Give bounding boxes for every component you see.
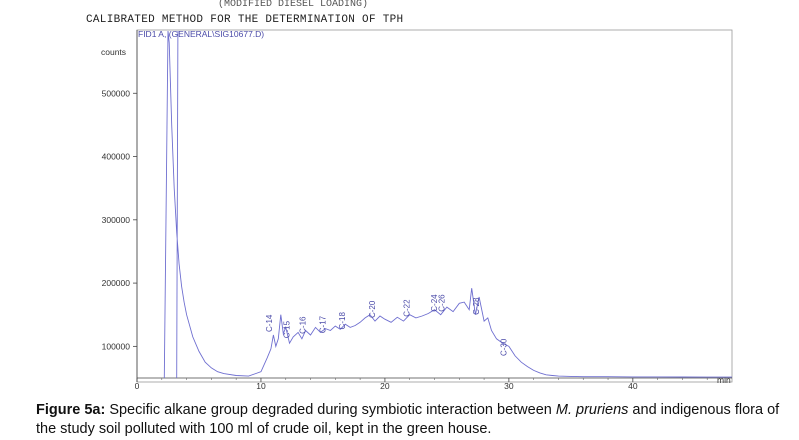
y-tick-label: 200000	[102, 278, 131, 288]
x-ticks: 0 10 20 30 40	[135, 378, 708, 391]
peak-label: C-22	[403, 299, 412, 317]
x-tick-label: 10	[256, 381, 266, 391]
caption-text-after: and indigenous flora of the study soil p…	[36, 402, 780, 437]
peak-label: C-17	[318, 315, 327, 333]
y-tick-label: 400000	[102, 152, 131, 162]
x-axis-unit: min	[717, 375, 731, 385]
header-fragment: (MODIFIED DIESEL LOADING)	[218, 0, 368, 10]
y-tick-label: 100000	[102, 341, 131, 351]
caption-species: M. pruriens	[555, 402, 629, 418]
y-tick-label: 300000	[102, 215, 131, 225]
caption-text-before: Specific alkane group degraded during sy…	[105, 402, 556, 418]
plot-frame	[136, 29, 733, 383]
series-line	[163, 30, 732, 379]
peak-label: C-16	[299, 316, 308, 334]
x-tick-label: 40	[628, 381, 638, 391]
chart-subtitle: FID1 A, (GENERAL\SIG10677.D)	[138, 29, 264, 39]
x-tick-label: 0	[135, 381, 140, 391]
peak-label: C-26	[437, 294, 446, 312]
x-tick-label: 20	[380, 381, 390, 391]
peak-label: C-14	[265, 314, 274, 332]
peak-label: C-28	[472, 297, 481, 315]
peak-label: C-15	[282, 320, 291, 338]
figure-caption: Figure 5a: Specific alkane group degrade…	[36, 401, 781, 439]
chart-title: CALIBRATED METHOD FOR THE DETERMINATION …	[86, 14, 403, 26]
peak-label: C-20	[368, 300, 377, 318]
caption-label: Figure 5a:	[36, 402, 106, 418]
peak-label: C-18	[338, 312, 347, 330]
x-tick-label: 30	[504, 381, 514, 391]
y-ticks: 100000 200000 300000 400000 500000	[102, 88, 137, 351]
peak-labels: C-14 C-15 C-16 C-17 C-18 C-20 C-22 C-24C-26 C-28…	[265, 294, 508, 356]
y-tick-label: 500000	[102, 88, 131, 98]
peak-label: C-30	[499, 338, 508, 356]
peak-label: C-24	[430, 294, 439, 312]
y-axis-label: counts	[101, 47, 126, 57]
